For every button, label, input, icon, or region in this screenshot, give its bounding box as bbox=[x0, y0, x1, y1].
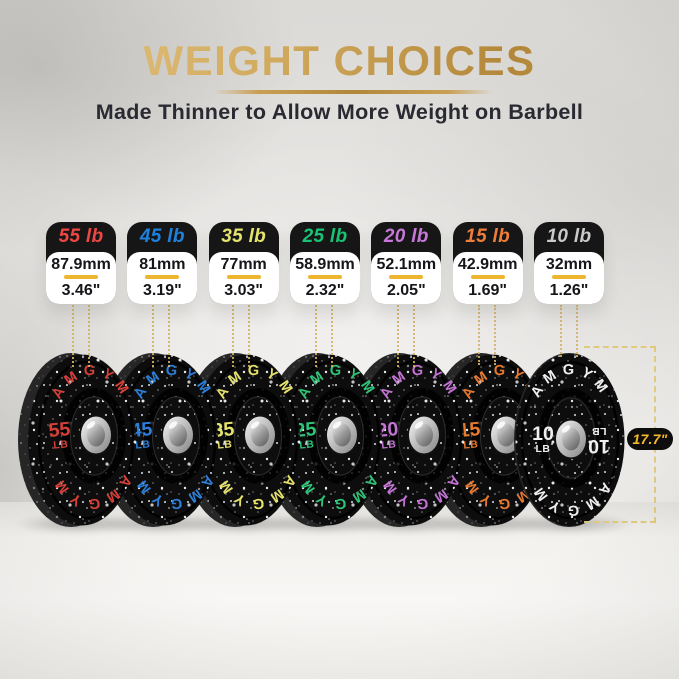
page-title: WEIGHT CHOICES bbox=[0, 40, 679, 82]
leader-line bbox=[560, 305, 562, 357]
svg-text:55: 55 bbox=[48, 418, 72, 442]
weight-label: 15 lb bbox=[465, 226, 511, 247]
leader-line bbox=[232, 305, 234, 367]
card-body: 87.9mm 3.46" bbox=[46, 252, 116, 304]
weight-card-20lb: 20 lb 52.1mm 2.05" bbox=[371, 222, 442, 304]
weight-label: 25 lb bbox=[302, 226, 348, 247]
thickness-inches: 3.03" bbox=[224, 282, 264, 299]
weight-card-55lb: 55 lb 87.9mm 3.46" bbox=[46, 222, 116, 304]
weight-cards-row: 55 lb 87.9mm 3.46" 45 lb 81mm 3.19" 35 l… bbox=[46, 222, 604, 304]
weight-card-25lb: 25 lb 58.9mm 2.32" bbox=[289, 222, 360, 304]
leader-line bbox=[576, 305, 578, 357]
weight-card-10lb: 10 lb 32mm 1.26" bbox=[533, 222, 604, 304]
plate-hub bbox=[243, 414, 277, 456]
thickness-mm: 52.1mm bbox=[376, 256, 437, 273]
svg-text:LB: LB bbox=[135, 438, 151, 451]
thickness-mm: 32mm bbox=[545, 256, 593, 273]
card-head: 25 lb bbox=[290, 222, 360, 252]
plate-10lb: AMGYM AMGYM 10 LB 10 LB bbox=[514, 353, 625, 527]
plate-hub bbox=[161, 414, 195, 456]
gold-divider bbox=[145, 275, 180, 279]
thickness-mm: 42.9mm bbox=[457, 256, 518, 273]
weight-card-15lb: 15 lb 42.9mm 1.69" bbox=[452, 222, 523, 304]
gold-divider bbox=[551, 275, 586, 279]
thickness-mm: 87.9mm bbox=[51, 256, 111, 273]
diameter-measure-line-top bbox=[584, 346, 656, 348]
weight-card-45lb: 45 lb 81mm 3.19" bbox=[127, 222, 198, 304]
card-head: 20 lb bbox=[371, 222, 441, 252]
leader-line bbox=[152, 305, 154, 367]
plate-weight-text: 55 LB bbox=[48, 418, 72, 451]
svg-text:LB: LB bbox=[463, 438, 479, 451]
page-subtitle: Made Thinner to Allow More Weight on Bar… bbox=[95, 100, 584, 124]
card-body: 81mm 3.19" bbox=[127, 252, 198, 304]
weight-label: 35 lb bbox=[221, 226, 267, 247]
card-body: 58.9mm 2.32" bbox=[289, 252, 360, 304]
card-body: 52.1mm 2.05" bbox=[371, 252, 442, 304]
leader-line bbox=[315, 305, 317, 367]
gold-divider bbox=[389, 275, 424, 279]
card-body: 42.9mm 1.69" bbox=[452, 252, 523, 304]
plate-hub bbox=[79, 414, 113, 456]
card-body: 32mm 1.26" bbox=[533, 252, 604, 304]
leader-line bbox=[413, 305, 415, 367]
thickness-inches: 3.19" bbox=[142, 282, 182, 299]
thickness-mm: 81mm bbox=[139, 256, 186, 273]
leader-line bbox=[494, 305, 496, 365]
diameter-measure-line-bottom bbox=[584, 521, 656, 523]
plate-weight-text: 10 LB bbox=[532, 423, 554, 455]
card-body: 77mm 3.03" bbox=[208, 252, 279, 304]
thickness-mm: 77mm bbox=[220, 256, 267, 273]
gold-divider bbox=[470, 275, 505, 279]
plate-weight-text-mirrored: 10 LB bbox=[588, 425, 610, 457]
background-floor bbox=[0, 502, 679, 679]
svg-text:LB: LB bbox=[299, 438, 315, 451]
leader-line bbox=[478, 305, 480, 365]
leader-line bbox=[397, 305, 399, 367]
diameter-badge: 17.7" bbox=[627, 428, 673, 450]
thickness-inches: 1.26" bbox=[549, 282, 589, 299]
leader-line bbox=[248, 305, 250, 367]
thickness-inches: 1.69" bbox=[468, 282, 507, 299]
thickness-inches: 2.32" bbox=[305, 282, 345, 299]
gold-divider bbox=[64, 275, 98, 279]
svg-text:LB: LB bbox=[53, 438, 69, 451]
svg-text:LB: LB bbox=[217, 438, 233, 451]
thickness-mm: 58.9mm bbox=[295, 256, 355, 273]
card-head: 10 lb bbox=[534, 222, 604, 252]
svg-text:LB: LB bbox=[592, 425, 607, 437]
card-head: 35 lb bbox=[209, 222, 279, 252]
svg-text:10: 10 bbox=[532, 423, 554, 445]
card-head: 15 lb bbox=[453, 222, 523, 252]
gold-divider bbox=[307, 275, 342, 279]
svg-text:10: 10 bbox=[588, 435, 610, 457]
card-head: 45 lb bbox=[127, 222, 197, 252]
svg-text:LB: LB bbox=[536, 443, 551, 455]
thickness-inches: 2.05" bbox=[386, 282, 426, 299]
title-underline bbox=[213, 90, 493, 94]
leader-line bbox=[331, 305, 333, 367]
diameter-value: 17.7" bbox=[632, 431, 668, 447]
card-head: 55 lb bbox=[46, 222, 116, 252]
leader-line bbox=[72, 305, 74, 367]
thickness-inches: 3.46" bbox=[61, 282, 101, 299]
plate-hub bbox=[407, 414, 441, 456]
weight-label: 55 lb bbox=[58, 226, 104, 247]
plate-hub bbox=[325, 414, 359, 456]
weight-label: 45 lb bbox=[139, 226, 185, 247]
leader-line bbox=[88, 305, 90, 367]
leader-line bbox=[168, 305, 170, 367]
svg-text:LB: LB bbox=[381, 438, 397, 451]
weight-label: 10 lb bbox=[546, 226, 592, 247]
weight-label: 20 lb bbox=[383, 226, 429, 247]
gold-divider bbox=[226, 275, 261, 279]
plate-hub bbox=[554, 418, 588, 460]
weight-card-35lb: 35 lb 77mm 3.03" bbox=[208, 222, 279, 304]
plate-55lb: AMGYM AMGYM 55 LB bbox=[18, 353, 136, 527]
